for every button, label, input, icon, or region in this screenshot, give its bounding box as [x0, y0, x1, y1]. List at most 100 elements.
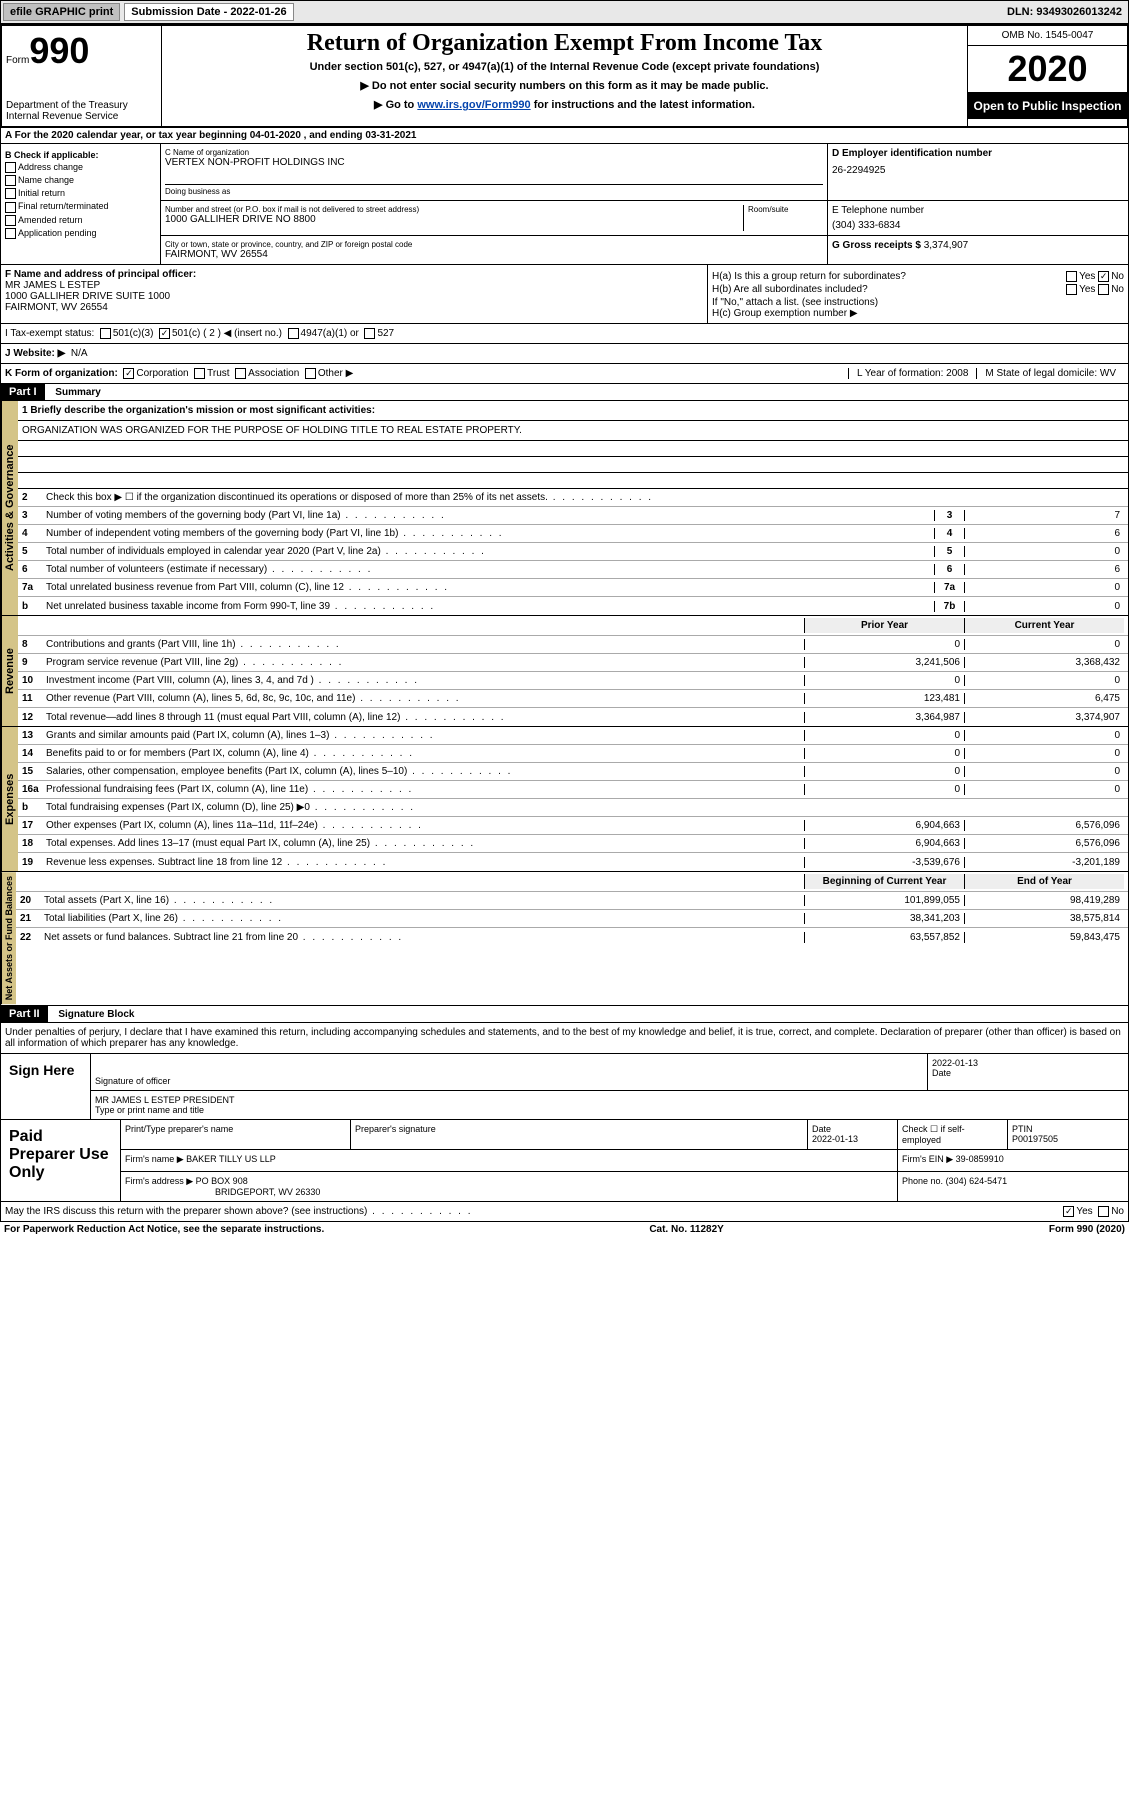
form990-link[interactable]: www.irs.gov/Form990 — [417, 99, 530, 111]
line-22: 22Net assets or fund balances. Subtract … — [16, 928, 1128, 946]
line-17: 17Other expenses (Part IX, column (A), l… — [18, 817, 1128, 835]
part2-header: Part II — [1, 1006, 48, 1022]
prep-sig-hdr: Preparer's signature — [351, 1120, 808, 1149]
vert-net: Net Assets or Fund Balances — [1, 872, 16, 1004]
firm-name-value: BAKER TILLY US LLP — [186, 1154, 276, 1164]
goto-post: for instructions and the latest informat… — [531, 99, 755, 111]
line-6: 6Total number of volunteers (estimate if… — [18, 561, 1128, 579]
vert-governance: Activities & Governance — [1, 401, 18, 615]
line-3: 3Number of voting members of the governi… — [18, 507, 1128, 525]
warning-line: ▶ Do not enter social security numbers o… — [166, 79, 963, 92]
hb-label: H(b) Are all subordinates included? — [712, 284, 1066, 295]
firm-ein-value: 39-0859910 — [956, 1154, 1004, 1164]
org-name-label: C Name of organization — [165, 148, 823, 157]
prep-name-hdr: Print/Type preparer's name — [121, 1120, 351, 1149]
tax-status-label: I Tax-exempt status: — [5, 328, 94, 339]
line-b: bTotal fundraising expenses (Part IX, co… — [18, 799, 1128, 817]
beg-year-hdr: Beginning of Current Year — [804, 874, 964, 889]
h-note: If "No," attach a list. (see instruction… — [712, 297, 1124, 308]
subtitle: Under section 501(c), 527, or 4947(a)(1)… — [166, 61, 963, 73]
firm-name-label: Firm's name ▶ — [125, 1154, 184, 1164]
current-year-hdr: Current Year — [964, 618, 1124, 633]
k-trust: Trust — [207, 368, 229, 379]
line-14: 14Benefits paid to or for members (Part … — [18, 745, 1128, 763]
paperwork-notice: For Paperwork Reduction Act Notice, see … — [4, 1224, 324, 1235]
officer-name: MR JAMES L ESTEP — [5, 280, 703, 291]
cat-no: Cat. No. 11282Y — [649, 1224, 723, 1235]
prep-date-val: 2022-01-13 — [812, 1134, 858, 1144]
line-8: 8Contributions and grants (Part VIII, li… — [18, 636, 1128, 654]
line-10: 10Investment income (Part VIII, column (… — [18, 672, 1128, 690]
k-corp: Corporation — [136, 368, 188, 379]
dba-label: Doing business as — [165, 184, 823, 196]
street-label: Number and street (or P.O. box if mail i… — [165, 205, 743, 214]
mission-label: 1 Briefly describe the organization's mi… — [22, 405, 375, 416]
sign-here-label: Sign Here — [1, 1054, 91, 1119]
ptin-value: P00197505 — [1012, 1134, 1058, 1144]
firm-phone-value: (304) 624-5471 — [946, 1176, 1008, 1186]
part1-title: Summary — [55, 387, 101, 398]
room-label: Room/suite — [748, 205, 823, 214]
street-value: 1000 GALLIHER DRIVE NO 8800 — [165, 214, 743, 225]
mission-text: ORGANIZATION WAS ORGANIZED FOR THE PURPO… — [18, 421, 1128, 441]
k-assoc: Association — [248, 368, 299, 379]
officer-f-label: F Name and address of principal officer: — [5, 269, 196, 280]
part2-title: Signature Block — [58, 1009, 134, 1020]
line-20: 20Total assets (Part X, line 16)101,899,… — [16, 892, 1128, 910]
year-formation: L Year of formation: 2008 — [848, 368, 976, 379]
sig-date-label: Date — [932, 1068, 1124, 1078]
sig-date-value: 2022-01-13 — [932, 1058, 1124, 1068]
vert-revenue: Revenue — [1, 616, 18, 726]
city-label: City or town, state or province, country… — [165, 240, 823, 249]
goto-pre: ▶ Go to — [374, 99, 417, 111]
ptin-label: PTIN — [1012, 1124, 1033, 1134]
gross-label: G Gross receipts $ — [832, 240, 924, 251]
dln-label: DLN: 93493026013242 — [1007, 6, 1122, 18]
line-16a: 16aProfessional fundraising fees (Part I… — [18, 781, 1128, 799]
k-label: K Form of organization: — [5, 368, 118, 379]
hc-label: H(c) Group exemption number ▶ — [712, 308, 1124, 319]
phone-label: E Telephone number — [832, 205, 1124, 216]
firm-addr-label: Firm's address ▶ — [125, 1176, 193, 1186]
prep-date-hdr: Date — [812, 1124, 831, 1134]
inspection-label: Open to Public Inspection — [968, 93, 1127, 119]
omb-number: OMB No. 1545-0047 — [968, 26, 1127, 46]
submission-date: Submission Date - 2022-01-26 — [124, 3, 293, 21]
firm-ein-label: Firm's EIN ▶ — [902, 1154, 953, 1164]
city-value: FAIRMONT, WV 26554 — [165, 249, 823, 260]
ein-label: D Employer identification number — [832, 148, 992, 159]
vert-expenses: Expenses — [1, 727, 18, 871]
sig-name-value: MR JAMES L ESTEP PRESIDENT — [95, 1095, 1124, 1105]
paid-preparer-label: Paid Preparer Use Only — [1, 1120, 121, 1201]
ein-value: 26-2294925 — [832, 165, 1124, 176]
line-19: 19Revenue less expenses. Subtract line 1… — [18, 853, 1128, 871]
state-domicile: M State of legal domicile: WV — [976, 368, 1124, 379]
form-footer: Form 990 (2020) — [1049, 1224, 1125, 1235]
line-12: 12Total revenue—add lines 8 through 11 (… — [18, 708, 1128, 726]
website-value: N/A — [71, 348, 88, 359]
line-18: 18Total expenses. Add lines 13–17 (must … — [18, 835, 1128, 853]
gross-value: 3,374,907 — [924, 240, 969, 251]
line-7a: 7aTotal unrelated business revenue from … — [18, 579, 1128, 597]
end-year-hdr: End of Year — [964, 874, 1124, 889]
firm-addr2: BRIDGEPORT, WV 26330 — [215, 1187, 320, 1197]
line-2: 2Check this box ▶ ☐ if the organization … — [18, 489, 1128, 507]
main-title: Return of Organization Exempt From Incom… — [166, 30, 963, 57]
ha-label: H(a) Is this a group return for subordin… — [712, 271, 1066, 282]
phone-value: (304) 333-6834 — [832, 220, 1124, 231]
line-9: 9Program service revenue (Part VIII, lin… — [18, 654, 1128, 672]
officer-addr2: FAIRMONT, WV 26554 — [5, 302, 703, 313]
k-other: Other ▶ — [318, 368, 353, 379]
col-b-checkboxes: B Check if applicable: Address change Na… — [1, 144, 161, 264]
line-21: 21Total liabilities (Part X, line 26)38,… — [16, 910, 1128, 928]
firm-addr1: PO BOX 908 — [196, 1176, 248, 1186]
opt-501c: 501(c) ( 2 ) ◀ (insert no.) — [172, 328, 282, 339]
line-5: 5Total number of individuals employed in… — [18, 543, 1128, 561]
prep-selfemp: Check ☐ if self-employed — [898, 1120, 1008, 1149]
opt-501c3: 501(c)(3) — [113, 328, 154, 339]
row-a-period: A For the 2020 calendar year, or tax yea… — [0, 128, 1129, 144]
form-word: Form — [6, 55, 29, 66]
opt-527: 527 — [377, 328, 394, 339]
discuss-question: May the IRS discuss this return with the… — [5, 1206, 473, 1217]
line-11: 11Other revenue (Part VIII, column (A), … — [18, 690, 1128, 708]
